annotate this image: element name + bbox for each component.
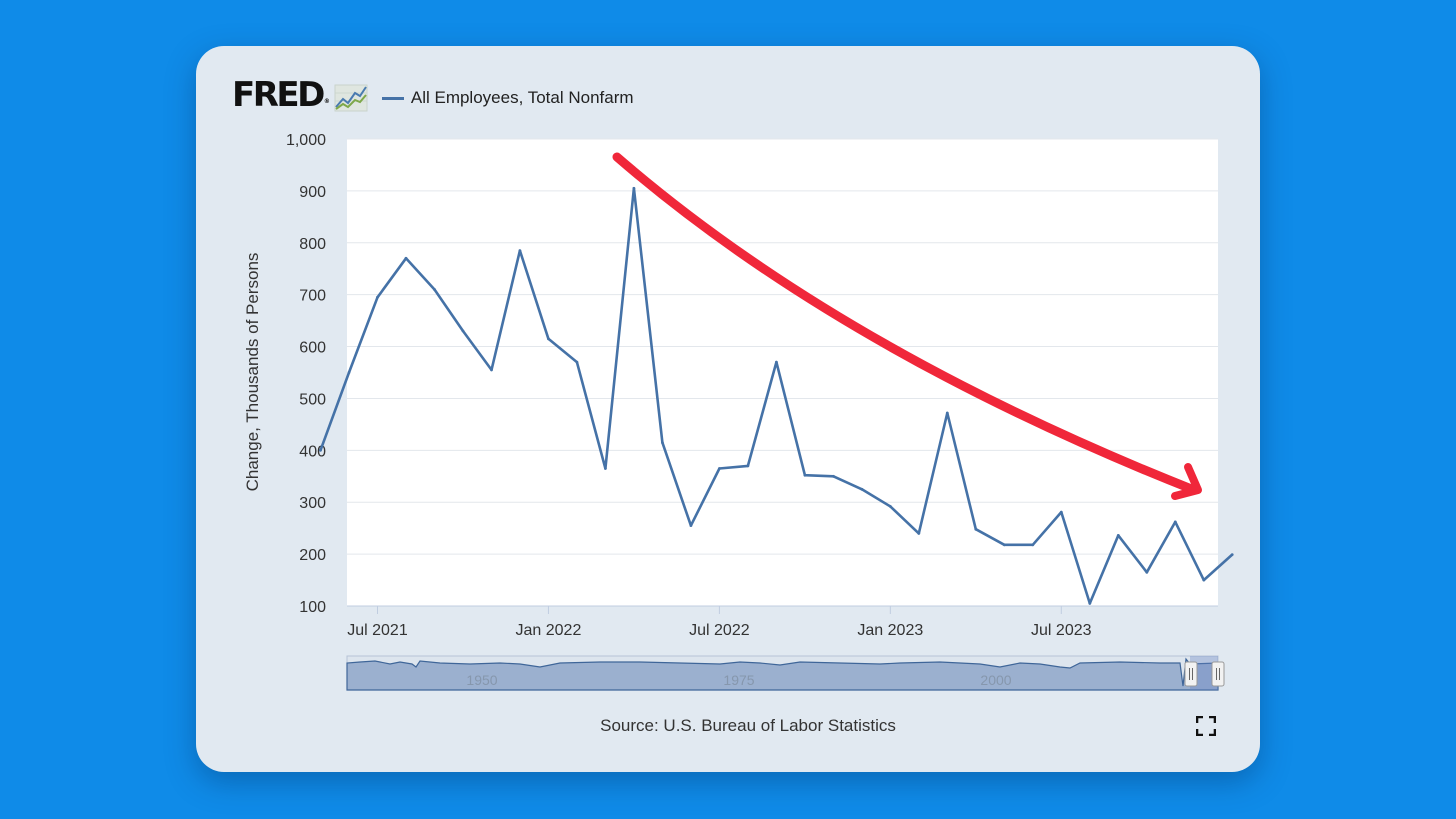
data-point[interactable] xyxy=(319,448,322,452)
y-tick-label: 500 xyxy=(299,391,326,408)
data-point[interactable] xyxy=(974,527,978,531)
trend-arrow xyxy=(612,152,1202,500)
data-point[interactable] xyxy=(1059,510,1063,514)
data-point[interactable] xyxy=(604,467,607,470)
data-point[interactable] xyxy=(461,329,465,333)
data-point[interactable] xyxy=(689,524,693,527)
data-point[interactable] xyxy=(632,186,636,190)
data-point[interactable] xyxy=(1116,534,1120,537)
navigator[interactable]: 1950 1975 2000 xyxy=(346,655,1225,691)
y-tick-label: 1,000 xyxy=(286,132,326,149)
trend-arrow-shaft xyxy=(612,152,1199,495)
data-point[interactable] xyxy=(832,474,835,478)
navigator-tick-label: 1975 xyxy=(723,672,754,688)
legend-label[interactable]: All Employees, Total Nonfarm xyxy=(410,88,634,107)
navigator-tick-label: 2000 xyxy=(980,672,1011,688)
y-axis-label: Change, Thousands of Persons xyxy=(243,253,262,492)
data-point[interactable] xyxy=(888,505,892,508)
navigator-handle-right[interactable] xyxy=(1211,661,1225,687)
y-tick-label: 200 xyxy=(299,547,326,564)
data-point[interactable] xyxy=(376,295,379,299)
plot-background xyxy=(347,139,1218,606)
data-point[interactable] xyxy=(1031,543,1035,547)
navigator-handle-left[interactable] xyxy=(1184,661,1198,687)
data-point[interactable] xyxy=(433,288,436,291)
data-point[interactable] xyxy=(718,467,721,470)
data-point[interactable] xyxy=(1202,578,1206,582)
y-tick-label: 700 xyxy=(299,288,326,305)
data-point[interactable] xyxy=(803,473,807,477)
navigator-tick-label: 1950 xyxy=(466,672,497,688)
data-point[interactable] xyxy=(490,368,493,372)
fullscreen-icon[interactable] xyxy=(1196,716,1216,736)
trend-arrow-head xyxy=(1171,463,1202,500)
data-point[interactable] xyxy=(746,464,750,468)
x-tick-label: Jul 2023 xyxy=(1031,622,1092,639)
y-tick-label: 600 xyxy=(299,340,326,357)
data-point[interactable] xyxy=(575,360,579,364)
x-tick-label: Jan 2023 xyxy=(857,622,923,639)
y-tick-label: 400 xyxy=(299,443,326,460)
x-tick-label: Jul 2021 xyxy=(347,622,408,639)
data-point[interactable] xyxy=(347,371,351,374)
data-point[interactable] xyxy=(1088,602,1092,605)
data-point[interactable] xyxy=(775,360,778,364)
y-tick-label: 900 xyxy=(299,184,326,201)
source-text: Source: U.S. Bureau of Labor Statistics xyxy=(600,716,896,735)
chart-header: FRED® All Employees, Total Nonfarm xyxy=(232,75,634,118)
x-tick-label: Jul 2022 xyxy=(689,622,750,639)
data-point[interactable] xyxy=(1173,520,1177,524)
legend-swatch xyxy=(381,96,404,100)
data-point[interactable] xyxy=(1145,570,1149,574)
data-point[interactable] xyxy=(945,411,949,415)
y-tick-label: 300 xyxy=(299,495,326,512)
navigator-series xyxy=(346,657,1219,691)
data-point[interactable] xyxy=(518,249,522,253)
data-point[interactable] xyxy=(860,487,864,491)
data-point[interactable] xyxy=(1230,553,1234,556)
line-graph-icon xyxy=(334,84,368,112)
data-point[interactable] xyxy=(547,337,550,341)
x-tick-label: Jan 2022 xyxy=(516,622,582,639)
fred-logo[interactable]: FRED® xyxy=(232,74,330,115)
data-point[interactable] xyxy=(404,256,408,260)
data-point[interactable] xyxy=(661,441,664,444)
y-tick-label: 100 xyxy=(299,599,326,616)
data-point[interactable] xyxy=(917,532,921,535)
data-point[interactable] xyxy=(1002,543,1006,547)
y-tick-label: 800 xyxy=(299,236,326,253)
